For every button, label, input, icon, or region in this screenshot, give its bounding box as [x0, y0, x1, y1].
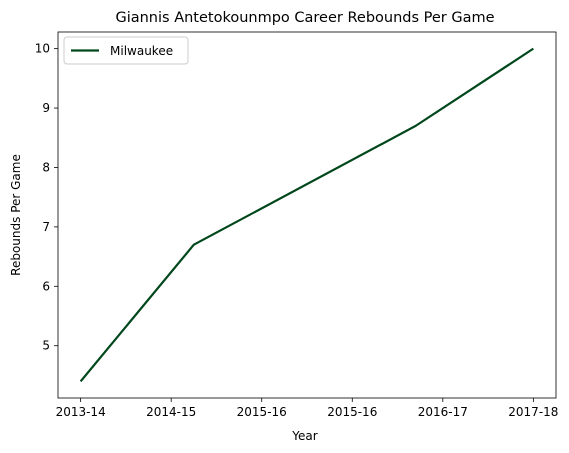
x-tick-label: 2013-14: [56, 405, 106, 419]
y-tick-label: 9: [42, 101, 50, 115]
y-tick-label: 5: [42, 339, 50, 353]
x-axis-ticks: 2013-14 2014-15 2015-16 2015-16 2016-17 2017-…: [56, 398, 558, 419]
plot-frame: [57, 31, 557, 399]
x-tick-label: 2015-16: [327, 405, 377, 419]
plot-area: [79, 47, 534, 383]
y-tick-label: 10: [35, 42, 50, 56]
series-line-milwaukee: [79, 47, 534, 383]
y-tick-label: 8: [42, 160, 50, 174]
x-tick-label: 2014-15: [146, 405, 196, 419]
x-tick-label: 2017-18: [508, 405, 558, 419]
x-tick-label: 2015-16: [237, 405, 287, 419]
legend: Milwaukee: [63, 36, 189, 65]
y-tick-label: 6: [42, 279, 50, 293]
y-tick-label: 7: [42, 220, 50, 234]
y-axis-label: Rebounds Per Game: [9, 154, 23, 276]
legend-box: [63, 36, 189, 65]
chart-title: Giannis Antetokounmpo Career Rebounds Pe…: [115, 10, 494, 26]
legend-label-milwaukee: Milwaukee: [110, 44, 173, 58]
y-axis-ticks: 5 6 7 8 9 10: [35, 42, 58, 353]
x-axis-label: Year: [291, 429, 317, 443]
x-tick-label: 2016-17: [418, 405, 468, 419]
